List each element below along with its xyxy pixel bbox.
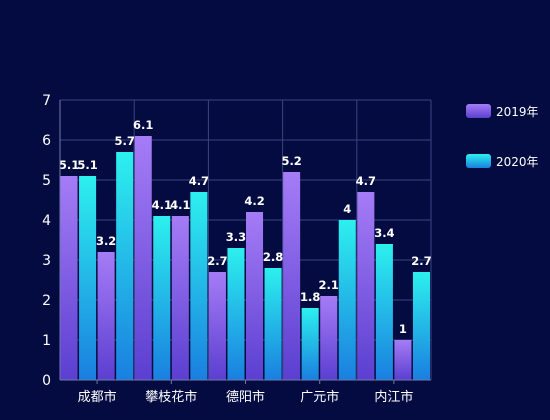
bar-2019[interactable]: [208, 272, 226, 380]
bar-2019[interactable]: [60, 176, 78, 380]
bar-value-label: 3.4: [374, 226, 394, 240]
bar-2019[interactable]: [283, 172, 301, 380]
bar-2020[interactable]: [301, 308, 319, 380]
bar-2020[interactable]: [264, 268, 282, 380]
bar-2020[interactable]: [190, 192, 208, 380]
x-category-label: 成都市: [78, 389, 117, 405]
bar-2019[interactable]: [246, 212, 264, 380]
bar-value-label: 6.1: [133, 118, 153, 132]
y-tick-label: 5: [42, 173, 51, 189]
bar-2020[interactable]: [338, 220, 356, 380]
legend-label: 2020年: [496, 155, 539, 169]
bar-value-label: 4.1: [152, 198, 172, 212]
bar-value-label: 2.1: [319, 278, 339, 292]
data-labels: 5.15.1 3.2 5.7 6.1 4.14.1 4.7 2.7 3.3 4.2 2.8 5.2 1…: [59, 118, 432, 336]
axes: 0 1 2 3 4 5 6 7 成都市 攀枝花市 德阳市 广元市 内江市: [42, 93, 431, 405]
bar-2019[interactable]: [171, 216, 189, 380]
y-tick-label: 6: [42, 133, 51, 149]
x-category-label: 广元市: [300, 389, 339, 405]
bar-2020[interactable]: [79, 176, 97, 380]
bar-value-label: 5.2: [281, 154, 301, 168]
bar-value-label: 4.7: [189, 174, 209, 188]
bar-2020[interactable]: [153, 216, 171, 380]
bar-value-label: 2.8: [263, 250, 283, 264]
bar-value-label: 2.7: [207, 254, 227, 268]
bar-value-label: 4.7: [356, 174, 376, 188]
legend-item-2019[interactable]: 2019年: [466, 104, 539, 119]
bar-2019[interactable]: [357, 192, 375, 380]
y-tick-label: 2: [42, 293, 51, 309]
bar-value-label: 5.1: [77, 158, 97, 172]
legend-swatch: [466, 104, 491, 118]
legend-label: 2019年: [496, 105, 539, 119]
bar-value-label: 2.7: [411, 254, 431, 268]
bar-value-label: 1: [399, 322, 407, 336]
legend[interactable]: 2019年 2020年: [466, 104, 539, 169]
bar-2019[interactable]: [320, 296, 338, 380]
x-category-label: 德阳市: [226, 389, 265, 405]
bar-value-label: 5.7: [114, 134, 134, 148]
bar-value-label: 5.1: [59, 158, 79, 172]
legend-swatch: [466, 154, 491, 168]
y-tick-label: 0: [42, 373, 51, 389]
bar-2019[interactable]: [134, 136, 152, 380]
bars: [60, 136, 430, 380]
bar-value-label: 3.2: [96, 234, 116, 248]
legend-item-2020[interactable]: 2020年: [466, 154, 539, 169]
y-tick-label: 7: [42, 93, 51, 109]
y-tick-label: 3: [42, 253, 51, 269]
bar-value-label: 3.3: [226, 230, 246, 244]
bar-2020[interactable]: [227, 248, 245, 380]
bar-2019[interactable]: [394, 340, 412, 380]
bar-2020[interactable]: [412, 272, 430, 380]
bar-value-label: 4.2: [244, 194, 264, 208]
bar-value-label: 4: [343, 202, 351, 216]
bar-value-label: 1.8: [300, 290, 320, 304]
bar-2020[interactable]: [375, 244, 393, 380]
x-category-label: 攀枝花市: [145, 389, 197, 405]
x-category-label: 内江市: [374, 389, 413, 405]
y-tick-label: 4: [42, 213, 51, 229]
y-tick-label: 1: [42, 333, 51, 349]
bar-value-label: 4.1: [170, 198, 190, 212]
bar-2019[interactable]: [97, 252, 115, 380]
bar-2020[interactable]: [116, 152, 134, 380]
